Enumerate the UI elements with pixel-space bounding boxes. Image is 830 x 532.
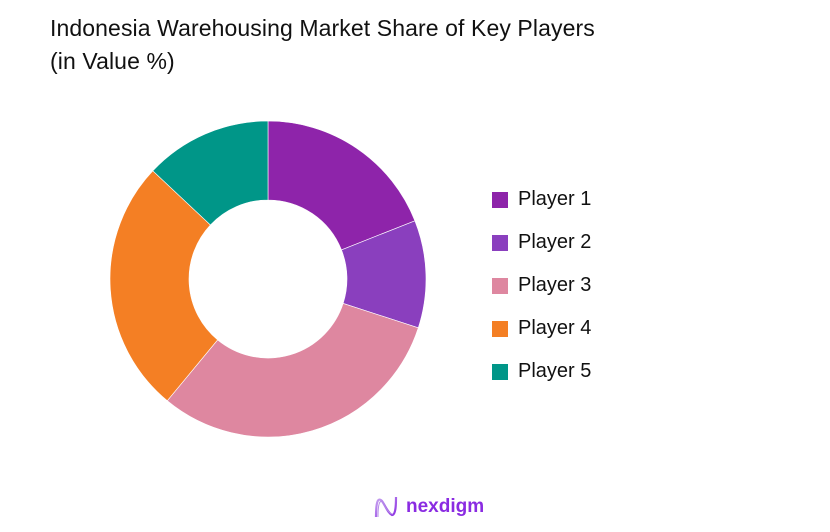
legend-label: Player 2 (518, 231, 592, 253)
legend-label: Player 5 (518, 360, 592, 382)
legend-swatch (492, 277, 508, 294)
legend: Player 1 Player 2 Player 3 Player 4 Play… (492, 178, 591, 393)
legend-item-player-4: Player 4 (492, 307, 591, 350)
chart-title-line-2: (in Value %) (50, 48, 175, 74)
legend-item-player-2: Player 2 (492, 221, 591, 264)
legend-swatch (492, 320, 508, 337)
legend-label: Player 3 (518, 274, 592, 296)
legend-swatch (492, 234, 508, 251)
logo-text: nexdigm (406, 496, 485, 517)
legend-swatch (492, 191, 508, 208)
donut-slice-player-3 (166, 303, 419, 438)
donut-slice-player-5 (152, 120, 269, 226)
chart-title: Indonesia Warehousing Market Share of Ke… (50, 12, 595, 78)
legend-swatch (492, 363, 508, 380)
legend-item-player-1: Player 1 (492, 178, 591, 221)
nexdigm-logo: nexdigm (372, 493, 484, 521)
donut-slice-player-4 (109, 170, 219, 402)
legend-label: Player 1 (518, 188, 592, 210)
nexdigm-wave-icon (374, 496, 398, 518)
legend-item-player-3: Player 3 (492, 264, 591, 307)
legend-item-player-5: Player 5 (492, 350, 591, 393)
legend-label: Player 4 (518, 317, 592, 339)
chart-title-line-1: Indonesia Warehousing Market Share of Ke… (50, 15, 595, 41)
donut-slice-player-1 (267, 120, 416, 251)
